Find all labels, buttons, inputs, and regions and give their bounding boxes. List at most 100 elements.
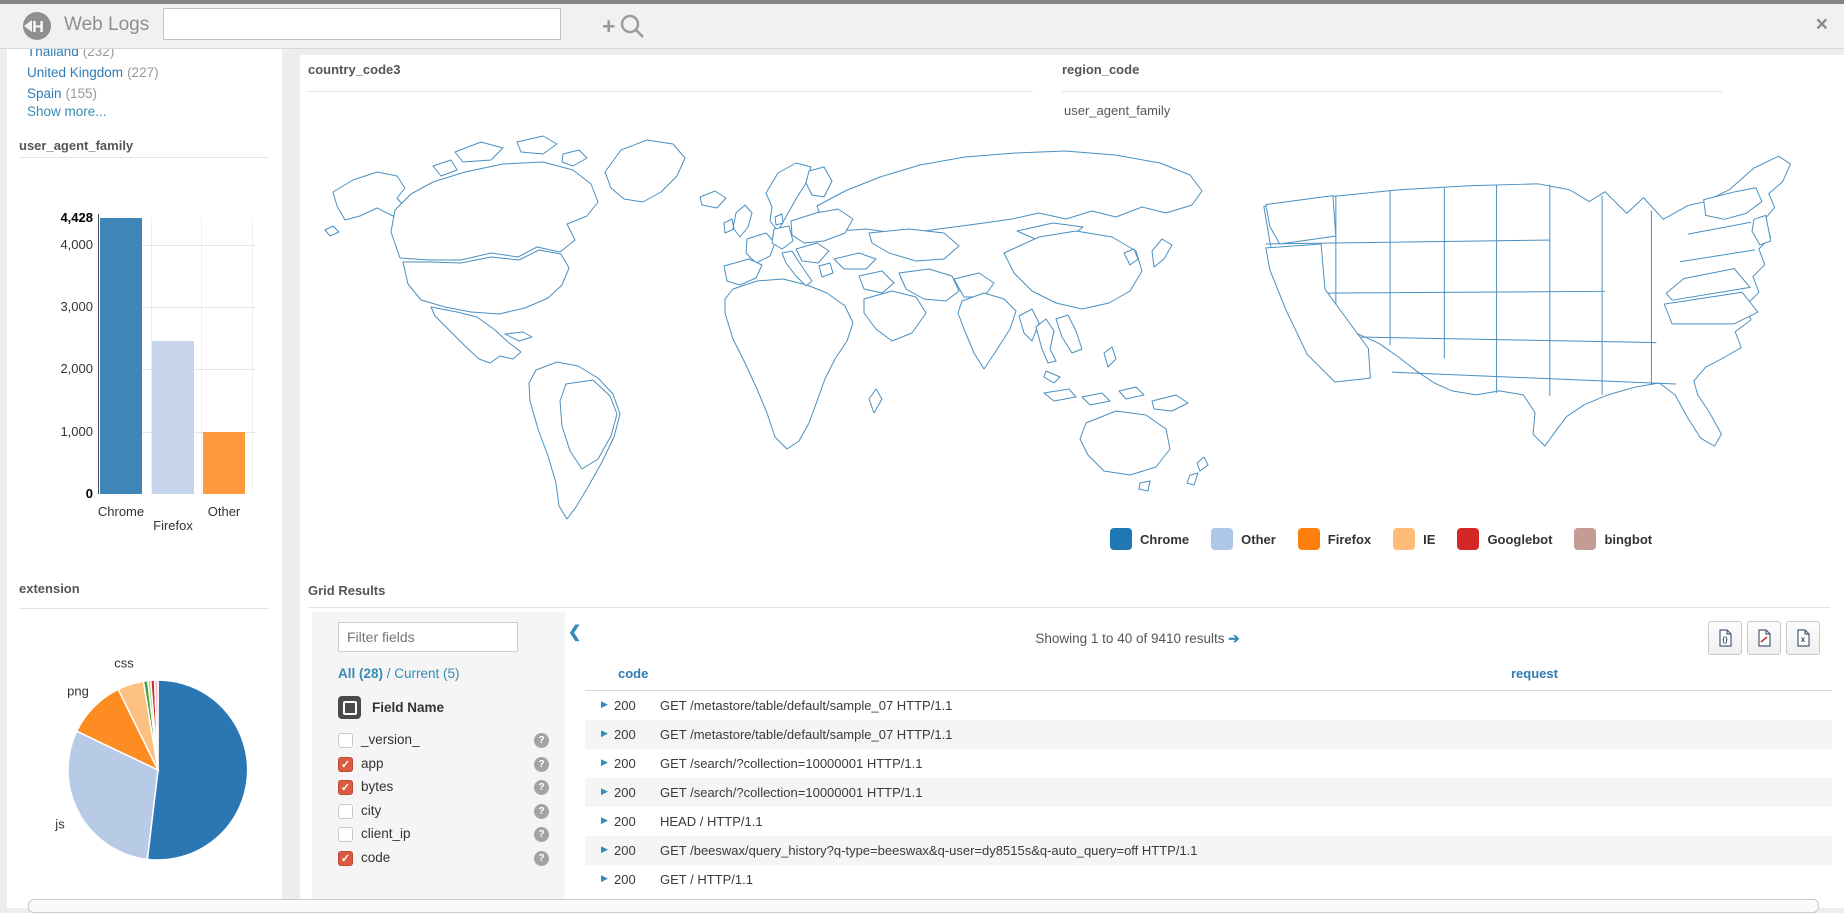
table-row[interactable]: ▶ 200 HEAD / HTTP/1.1 [585,807,1832,836]
map-region-mexico[interactable] [430,306,522,364]
map-region-korea[interactable] [1123,248,1139,266]
expand-row-icon[interactable]: ▶ [601,699,608,709]
table-row[interactable]: ▶ 200 GET /metastore/table/default/sample_… [585,691,1832,720]
legend-item[interactable]: Googlebot [1457,528,1552,550]
field-checkbox[interactable] [338,803,353,819]
us-state-california[interactable] [1265,243,1371,383]
all-fields-link[interactable]: All (28) [338,666,384,681]
bar-other[interactable] [203,431,245,494]
show-more-link[interactable]: Show more... [27,104,107,119]
map-region-vietnam[interactable] [1055,314,1083,354]
us-outline[interactable] [1263,155,1791,447]
map-region-levant[interactable] [858,270,895,294]
close-icon[interactable]: × [1815,13,1828,36]
column-header-request[interactable]: request [1511,666,1558,681]
expand-row-icon[interactable]: ▶ [601,844,608,854]
expand-row-icon[interactable]: ▶ [601,728,608,738]
help-icon[interactable]: ? [534,780,549,795]
help-icon[interactable]: ? [534,850,549,866]
map-region-germany[interactable] [771,225,794,250]
us-state-washington[interactable] [1265,195,1337,245]
help-icon[interactable]: ? [534,803,549,819]
horizontal-scrollbar[interactable] [28,899,1819,913]
map-region-canada[interactable] [390,161,599,261]
map-region-thailand[interactable] [1035,318,1057,364]
help-icon[interactable]: ? [534,827,549,842]
map-region-malaysia[interactable] [1043,370,1061,384]
legend-item[interactable]: Firefox [1297,528,1371,550]
expand-row-icon[interactable]: ▶ [601,786,608,796]
legend-item[interactable]: Other [1211,528,1276,550]
pie-slice[interactable] [153,679,159,771]
legend-item[interactable]: Chrome [1110,528,1189,550]
download-xls-button[interactable]: x [1786,621,1820,655]
facet-item[interactable]: United Kingdom (227) [7,62,282,83]
field-row[interactable]: ✓ app? [312,755,565,775]
map-region-europe[interactable] [745,208,854,278]
map-region-india[interactable] [957,292,1017,370]
map-region-new-zealand[interactable] [1186,456,1209,486]
map-region-japan[interactable] [1151,238,1173,268]
table-row[interactable]: ▶ 200 GET /search/?collection=10000001 HTT… [585,749,1832,778]
next-page-icon[interactable]: ➔ [1228,631,1240,646]
us-state-new-york[interactable] [1703,187,1763,220]
map-region-new-guinea[interactable] [1151,394,1189,412]
us-map[interactable] [1238,100,1838,455]
field-row[interactable]: client_ip? [312,825,565,845]
map-region-russia[interactable] [816,150,1203,234]
map-region-greenland[interactable] [604,139,686,203]
map-region-finland[interactable] [805,166,833,198]
current-fields-link[interactable]: Current (5) [394,666,460,681]
map-region-china[interactable] [1003,230,1143,310]
field-row[interactable]: ✓ bytes? [312,778,565,798]
facet-item[interactable]: Spain (155) [7,83,282,104]
field-checkbox[interactable]: ✓ [338,756,353,772]
legend-item[interactable]: bingbot [1574,528,1652,550]
map-region-tasmania[interactable] [1138,480,1151,492]
pie-slice-js[interactable] [67,730,159,861]
facet-label[interactable]: Thailand [27,48,79,59]
table-row[interactable]: ▶ 200 GET /beeswax/query_history?q-type=be… [585,836,1832,865]
user-agent-bar-chart[interactable]: 4,428 4,000 3,000 2,000 1,000 0 Chrome Firefox O… [7,208,282,553]
help-icon[interactable]: ? [534,756,549,772]
map-region-brazil[interactable] [559,379,618,470]
map-region-philippines[interactable] [1103,346,1117,368]
download-csv-button[interactable] [1747,621,1781,655]
download-json-button[interactable]: {} [1708,621,1742,655]
search-input[interactable] [163,8,561,40]
us-state-virginia[interactable] [1665,268,1751,301]
extension-pie-chart[interactable]: js png css [7,608,282,908]
facet-item[interactable]: Thailand (232) [7,48,282,62]
map-region-saudi-arabia[interactable] [863,290,927,342]
bar-firefox[interactable] [152,341,194,494]
map-region-turkey[interactable] [833,252,877,270]
pie-svg[interactable] [66,678,250,862]
expand-row-icon[interactable]: ▶ [601,757,608,767]
us-state-new-jersey[interactable] [1751,214,1772,246]
map-region-madagascar[interactable] [868,388,883,414]
field-checkbox[interactable]: ✓ [338,780,353,795]
map-region-afghanistan[interactable] [953,272,995,298]
map-region-usa[interactable] [402,249,570,315]
add-query-button[interactable]: + [602,10,688,42]
select-all-checkbox[interactable] [338,696,361,719]
map-region-indonesia[interactable] [1043,386,1145,406]
map-region-scandinavia[interactable] [765,162,812,232]
map-region-central-asia[interactable] [868,228,960,262]
facet-label[interactable]: United Kingdom [27,65,124,80]
legend-item[interactable]: IE [1393,528,1435,550]
field-row[interactable]: _version_? [312,731,565,751]
facet-label[interactable]: Spain [27,86,62,101]
map-region-spain[interactable] [723,258,763,286]
field-checkbox[interactable] [338,733,353,748]
column-header-code[interactable]: code [618,666,649,681]
map-region-myanmar[interactable] [1018,308,1040,342]
field-row[interactable]: city? [312,802,565,822]
field-row[interactable]: ✓ code? [312,849,565,869]
map-region-iran[interactable] [898,268,960,302]
map-region-arctic-islands[interactable] [432,135,588,177]
field-checkbox[interactable]: ✓ [338,850,353,866]
map-region-australia[interactable] [1079,410,1171,476]
map-region-iceland[interactable] [699,190,727,209]
world-map[interactable] [305,100,1240,525]
